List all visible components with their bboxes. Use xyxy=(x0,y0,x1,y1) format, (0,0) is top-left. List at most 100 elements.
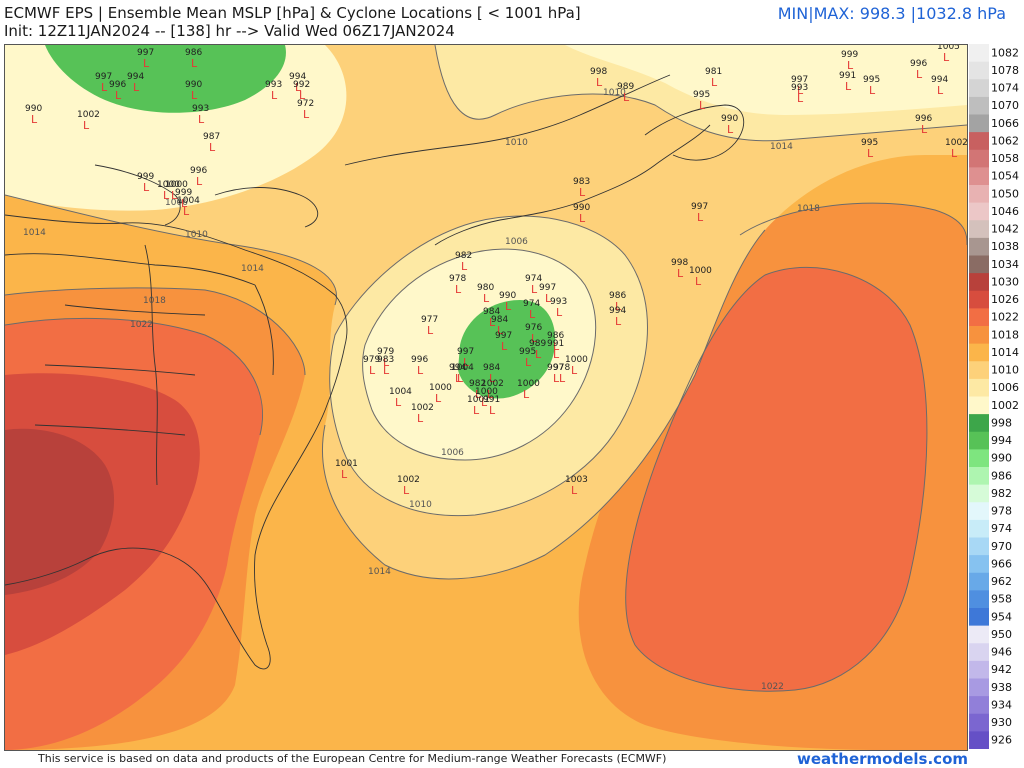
cyclone-pressure-label: 996 xyxy=(190,166,207,176)
colorbar-swatch xyxy=(969,590,989,609)
colorbar-swatch xyxy=(969,255,989,274)
colorbar-label: 1074 xyxy=(991,82,1019,95)
low-symbol-icon: L xyxy=(427,324,434,337)
colorbar-label: 1014 xyxy=(991,346,1019,359)
cyclone-pressure-label: 996 xyxy=(915,114,932,124)
low-symbol-icon: L xyxy=(553,348,560,361)
colorbar-label: 1042 xyxy=(991,223,1019,236)
cyclone-pressure-label: 991 xyxy=(547,339,564,349)
colorbar-label: 930 xyxy=(991,716,1012,729)
colorbar-swatch xyxy=(969,431,989,450)
colorbar-label: 994 xyxy=(991,434,1012,447)
cyclone-pressure-label: 974 xyxy=(523,299,540,309)
cyclone-region-coastal xyxy=(458,300,556,399)
cyclone-pressure-label: 996 xyxy=(910,59,927,69)
colorbar-swatch xyxy=(969,713,989,732)
cyclone-pressure-label: 990 xyxy=(499,291,516,301)
low-symbol-icon: L xyxy=(455,372,462,385)
low-symbol-icon: L xyxy=(143,57,150,70)
isobar-label: 1018 xyxy=(797,204,820,214)
low-symbol-icon: L xyxy=(579,186,586,199)
low-symbol-icon: L xyxy=(571,364,578,377)
colorbar-swatch xyxy=(969,132,989,151)
low-symbol-icon: L xyxy=(867,147,874,160)
isobar-label: 1022 xyxy=(761,682,784,692)
min-max-readout: MIN|MAX: 998.3 |1032.8 hPa xyxy=(777,4,1006,23)
cyclone-pressure-label: 999 xyxy=(175,188,192,198)
brand-link[interactable]: weathermodels.com xyxy=(796,750,968,768)
cyclone-pressure-label: 997 xyxy=(791,75,808,85)
cyclone-pressure-label: 1005 xyxy=(937,44,960,52)
low-symbol-icon: L xyxy=(198,113,205,126)
low-symbol-icon: L xyxy=(271,89,278,102)
isobar-label: 1006 xyxy=(441,448,464,458)
low-symbol-icon: L xyxy=(623,91,630,104)
colorbar-swatch xyxy=(969,290,989,309)
cyclone-pressure-label: 997 xyxy=(95,72,112,82)
colorbar-label: 1030 xyxy=(991,275,1019,288)
colorbar-label: 958 xyxy=(991,593,1012,606)
cyclone-pressure-label: 976 xyxy=(525,323,542,333)
isobar-label: 1010 xyxy=(185,230,208,240)
low-symbol-icon: L xyxy=(531,332,538,345)
colorbar-swatch xyxy=(969,114,989,133)
low-symbol-icon: L xyxy=(435,392,442,405)
colorbar-swatch xyxy=(969,396,989,415)
colorbar-label: 978 xyxy=(991,505,1012,518)
low-symbol-icon: L xyxy=(916,68,923,81)
cyclone-pressure-label: 1002 xyxy=(481,379,504,389)
ecmwf-credit: This service is based on data and produc… xyxy=(38,752,667,765)
isobar-label: 1006 xyxy=(165,198,188,208)
cyclone-region-west xyxy=(45,45,286,113)
colorbar-label: 962 xyxy=(991,575,1012,588)
cyclone-pressure-label: 1002 xyxy=(397,475,420,485)
colorbar-label: 1082 xyxy=(991,46,1019,59)
cyclone-pressure-label: 995 xyxy=(693,90,710,100)
colorbar-label: 974 xyxy=(991,522,1012,535)
colorbar-label: 950 xyxy=(991,628,1012,641)
low-symbol-icon: L xyxy=(403,484,410,497)
cyclone-pressure-label: 1001 xyxy=(335,459,358,469)
colorbar-swatch xyxy=(969,731,989,749)
low-symbol-icon: L xyxy=(699,99,706,112)
cyclone-pressure-label: 994 xyxy=(609,306,626,316)
cyclone-pressure-label: 978 xyxy=(553,363,570,373)
cyclone-pressure-label: 1000 xyxy=(157,180,180,190)
colorbar-label: 1006 xyxy=(991,381,1019,394)
colorbar-label: 1018 xyxy=(991,328,1019,341)
low-symbol-icon: L xyxy=(369,364,376,377)
low-symbol-icon: L xyxy=(553,340,560,353)
low-symbol-icon: L xyxy=(31,113,38,126)
isobar-label: 1010 xyxy=(505,138,528,148)
isobar-label: 1010 xyxy=(409,500,432,510)
cyclone-pressure-label: 993 xyxy=(791,83,808,93)
